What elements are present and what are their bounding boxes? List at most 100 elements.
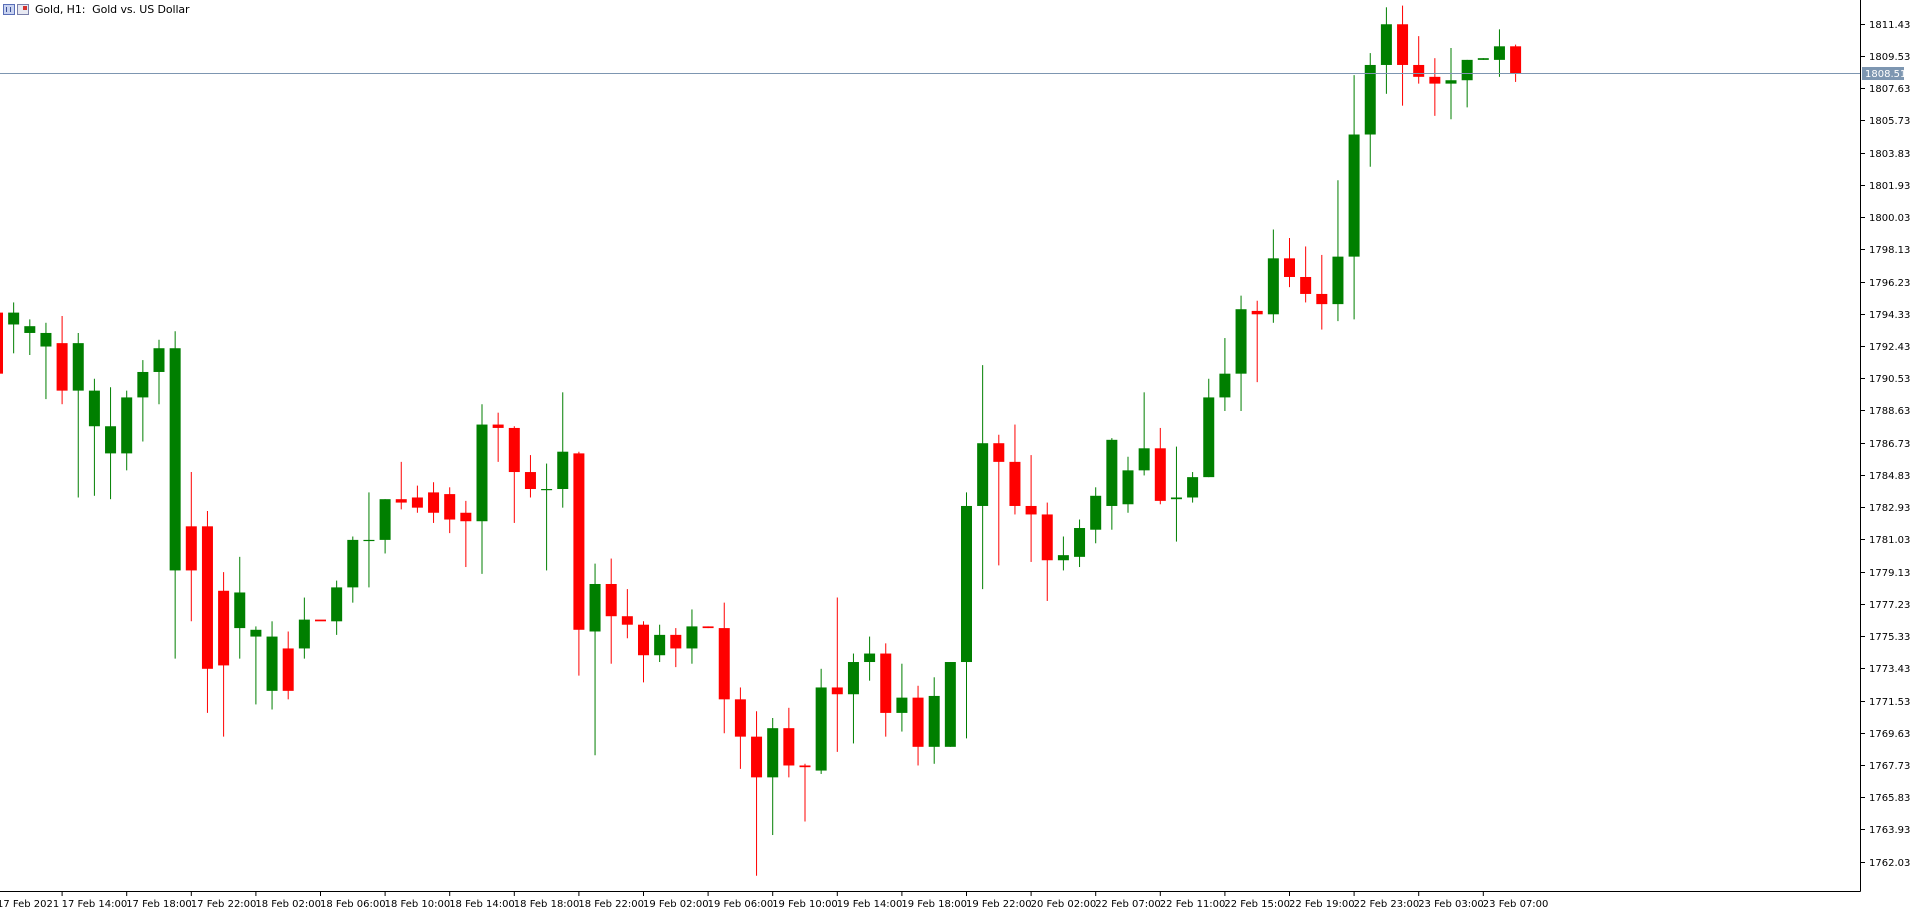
time-tick-label: 18 Feb 18:00: [514, 899, 580, 910]
candle: [0, 312, 3, 374]
candle-body: [702, 626, 714, 629]
candle-body: [734, 699, 746, 737]
candle: [557, 392, 569, 508]
price-tick-label: 1805.73: [1869, 116, 1910, 127]
candle: [1251, 300, 1263, 383]
candle-body: [1332, 256, 1344, 305]
candle: [751, 711, 763, 876]
candle: [621, 589, 633, 639]
price-tick-label: 1762.03: [1869, 858, 1910, 869]
chart-properties-icon[interactable]: [17, 3, 29, 15]
candle: [1122, 456, 1134, 513]
candle-body: [250, 629, 262, 637]
candle-body: [282, 648, 294, 691]
time-tick-label: 17 Feb 18:00: [126, 899, 192, 910]
candle-body: [0, 312, 3, 374]
candle-body: [428, 492, 440, 513]
candle-body: [783, 728, 795, 766]
candle: [460, 500, 472, 568]
candle: [201, 511, 213, 713]
candle-body: [605, 583, 617, 617]
candle-body: [799, 765, 811, 768]
bid-price-label-bg: [1862, 67, 1904, 80]
time-tick-label: 18 Feb 06:00: [320, 899, 386, 910]
price-tick-label: 1798.13: [1869, 245, 1910, 256]
candle-body: [1284, 258, 1295, 277]
candle-body: [1025, 505, 1037, 515]
candle: [1364, 53, 1376, 167]
candle: [541, 463, 553, 571]
candle-body: [411, 497, 423, 508]
candle: [1041, 502, 1053, 601]
candle: [573, 451, 585, 676]
candle: [444, 487, 456, 534]
candle-body: [56, 343, 68, 391]
price-tick-label: 1771.53: [1869, 697, 1910, 708]
candle: [1187, 472, 1199, 503]
candles-group: [0, 5, 1522, 876]
candle: [1493, 29, 1505, 77]
price-tick-label: 1775.33: [1869, 632, 1910, 643]
candle-body: [379, 499, 391, 540]
candle-body: [105, 426, 117, 454]
candle: [121, 390, 133, 471]
price-tick-label: 1790.53: [1869, 374, 1910, 385]
time-tick-label: 17 Feb 2021: [0, 899, 59, 910]
candle: [734, 687, 746, 769]
candle-body: [1009, 461, 1021, 506]
candle: [395, 461, 407, 510]
candle: [282, 631, 294, 700]
candle: [847, 653, 859, 744]
candle-body: [864, 653, 876, 663]
time-tick-label: 22 Feb 15:00: [1224, 899, 1290, 910]
time-tick-label: 19 Feb 02:00: [643, 899, 709, 910]
candle: [153, 339, 165, 405]
candle-body: [1187, 477, 1199, 498]
candle-body: [40, 332, 52, 347]
candle: [1429, 58, 1441, 116]
candle: [1170, 446, 1182, 542]
candle: [476, 404, 488, 574]
candle: [331, 580, 343, 635]
candle: [928, 677, 940, 764]
time-tick-label: 20 Feb 02:00: [1031, 899, 1097, 910]
candle: [767, 717, 779, 836]
candle: [686, 609, 698, 664]
price-tick-label: 1773.43: [1869, 664, 1910, 675]
candle: [88, 378, 100, 496]
time-tick-label: 18 Feb 14:00: [449, 899, 515, 910]
candle-body: [1267, 258, 1279, 315]
candle: [1057, 536, 1069, 571]
candle: [1461, 59, 1473, 108]
candle: [315, 619, 326, 622]
price-tick-label: 1801.93: [1869, 181, 1910, 192]
candle-body: [1380, 24, 1392, 65]
price-tick-label: 1792.43: [1869, 342, 1910, 353]
candle-body: [153, 348, 165, 372]
price-tick-label: 1788.63: [1869, 406, 1910, 417]
title-icons: [3, 3, 29, 15]
candle: [428, 482, 440, 523]
candle: [185, 472, 197, 622]
price-axis: 1811.43 1809.53 1807.63 1805.73 1803.83 1801.…: [1860, 20, 1910, 869]
price-tick-label: 1767.73: [1869, 761, 1910, 772]
candle: [912, 685, 924, 766]
price-tick-label: 1769.63: [1869, 729, 1910, 740]
candle-body: [1219, 373, 1231, 398]
candle-body: [621, 616, 633, 625]
candle-body: [88, 390, 100, 427]
candle-body: [961, 505, 972, 663]
price-tick-label: 1786.73: [1869, 439, 1910, 450]
chart-window-icon[interactable]: [3, 3, 15, 15]
candle-body: [72, 343, 84, 391]
candle-body: [654, 634, 666, 656]
candle-body: [121, 397, 133, 454]
candle: [1445, 48, 1457, 120]
candle-body: [880, 653, 892, 713]
candle-body: [718, 628, 730, 700]
candle-body: [1397, 24, 1409, 65]
price-tick-label: 1777.23: [1869, 600, 1910, 611]
candle-body: [831, 687, 843, 695]
candle-body: [1510, 46, 1522, 74]
